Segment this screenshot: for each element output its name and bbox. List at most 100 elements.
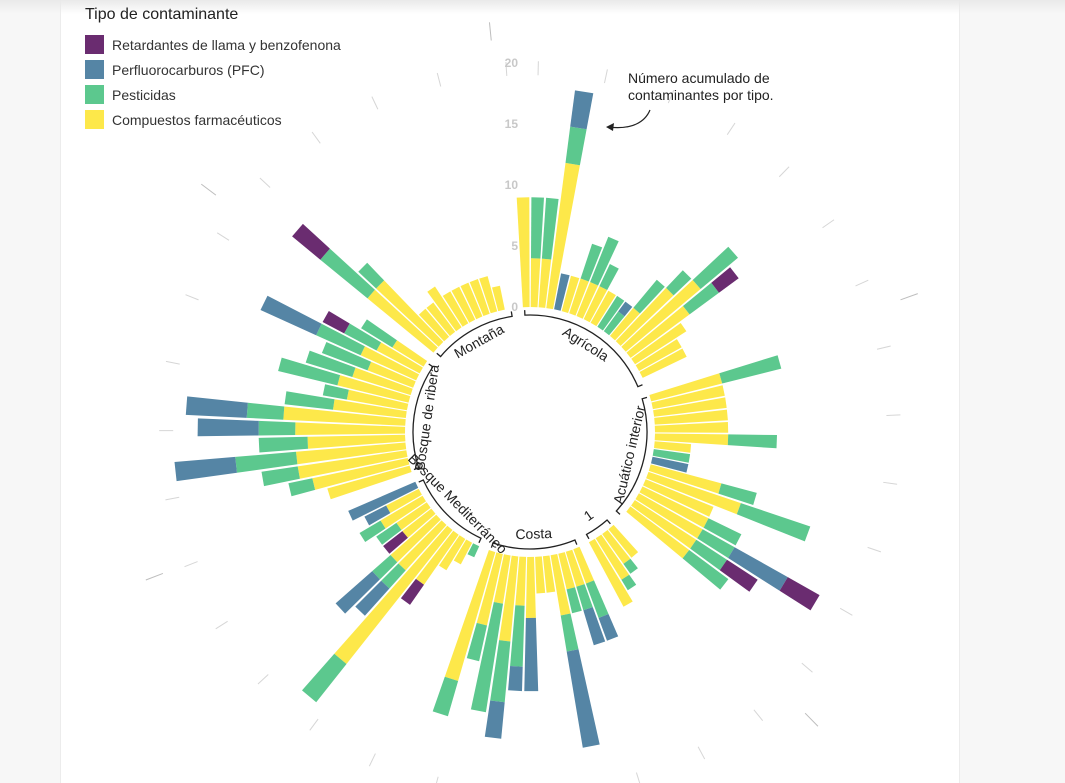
bar-segment[interactable]: [492, 285, 505, 312]
bar-segment[interactable]: [296, 442, 407, 465]
legend-item-pharma[interactable]: Compuestos farmacéuticos: [85, 107, 341, 132]
bar-segment[interactable]: [654, 441, 692, 453]
bar-segment[interactable]: [381, 563, 406, 589]
bar-segment[interactable]: [359, 520, 386, 542]
bar-segment[interactable]: [337, 375, 411, 403]
bar-segment[interactable]: [415, 530, 459, 585]
bar-segment[interactable]: [442, 291, 469, 327]
bar-segment[interactable]: [530, 258, 541, 308]
bar-segment[interactable]: [569, 278, 589, 316]
bar-segment[interactable]: [598, 614, 619, 641]
bar-segment[interactable]: [608, 524, 639, 558]
bar-segment[interactable]: [174, 456, 238, 482]
bar-segment[interactable]: [258, 420, 296, 436]
bar-segment[interactable]: [439, 535, 466, 571]
bar-segment[interactable]: [653, 397, 727, 417]
bar-segment[interactable]: [283, 406, 406, 426]
bar-segment[interactable]: [469, 279, 490, 316]
bar-segment[interactable]: [565, 126, 587, 166]
bar-segment[interactable]: [566, 587, 582, 614]
legend-item-pfc[interactable]: Perfluorocarburos (PFC): [85, 57, 341, 82]
bar-segment[interactable]: [666, 270, 692, 296]
bar-segment[interactable]: [348, 481, 419, 521]
bar-segment[interactable]: [358, 262, 385, 289]
bar-segment[interactable]: [585, 580, 609, 618]
bar-segment[interactable]: [654, 409, 728, 425]
bar-segment[interactable]: [197, 418, 259, 437]
bar-segment[interactable]: [426, 302, 456, 337]
bar-segment[interactable]: [599, 264, 619, 290]
bar-segment[interactable]: [690, 539, 727, 571]
bar-segment[interactable]: [719, 355, 782, 384]
bar-segment[interactable]: [346, 389, 409, 411]
bar-segment[interactable]: [360, 346, 420, 381]
bar-segment[interactable]: [719, 559, 758, 592]
bar-segment[interactable]: [692, 246, 738, 289]
bar-segment[interactable]: [654, 433, 729, 446]
bar-segment[interactable]: [386, 488, 422, 514]
bar-segment[interactable]: [321, 342, 372, 371]
bar-segment[interactable]: [590, 236, 619, 286]
bar-segment[interactable]: [711, 267, 739, 293]
bar-segment[interactable]: [288, 478, 316, 497]
bar-segment[interactable]: [524, 617, 539, 692]
bar-segment[interactable]: [418, 308, 450, 342]
bar-segment[interactable]: [479, 276, 498, 314]
bar-segment[interactable]: [736, 503, 811, 542]
bar-segment[interactable]: [376, 280, 444, 347]
bar-segment[interactable]: [546, 162, 580, 310]
bar-segment[interactable]: [610, 307, 640, 341]
bar-segment[interactable]: [570, 90, 594, 130]
bar-segment[interactable]: [603, 311, 625, 336]
bar-segment[interactable]: [648, 464, 722, 494]
bar-segment[interactable]: [312, 458, 410, 490]
bar-segment[interactable]: [402, 508, 436, 538]
bar-segment[interactable]: [595, 534, 630, 580]
bar-segment[interactable]: [779, 577, 820, 611]
bar-segment[interactable]: [580, 243, 603, 282]
bar-segment[interactable]: [573, 546, 594, 584]
bar-segment[interactable]: [470, 602, 503, 713]
bar-segment[interactable]: [316, 323, 365, 356]
bar-segment[interactable]: [295, 422, 406, 435]
bar-segment[interactable]: [508, 666, 523, 692]
bar-segment[interactable]: [651, 456, 689, 473]
bar-segment[interactable]: [260, 295, 322, 336]
bar-segment[interactable]: [320, 248, 375, 299]
bar-segment[interactable]: [261, 466, 300, 487]
bar-segment[interactable]: [246, 402, 285, 420]
bar-segment[interactable]: [307, 434, 406, 449]
bar-segment[interactable]: [516, 197, 530, 308]
bar-segment[interactable]: [460, 282, 483, 320]
bar-segment[interactable]: [396, 502, 431, 530]
bar-segment[interactable]: [390, 514, 441, 563]
bar-segment[interactable]: [728, 547, 788, 591]
bar-segment[interactable]: [535, 556, 546, 594]
bar-segment[interactable]: [682, 550, 729, 590]
bar-segment[interactable]: [302, 653, 347, 703]
bar-segment[interactable]: [258, 436, 308, 453]
bar-segment[interactable]: [631, 323, 687, 365]
bar-segment[interactable]: [367, 289, 438, 353]
bar-segment[interactable]: [583, 286, 608, 323]
bar-segment[interactable]: [558, 552, 575, 590]
bar-segment[interactable]: [305, 350, 356, 377]
bar-segment[interactable]: [631, 500, 697, 549]
bar-segment[interactable]: [499, 555, 519, 642]
bar-segment[interactable]: [235, 451, 298, 473]
bar-segment[interactable]: [654, 422, 729, 433]
bar-segment[interactable]: [541, 197, 559, 260]
bar-segment[interactable]: [550, 554, 571, 616]
bar-segment[interactable]: [327, 465, 412, 500]
bar-segment[interactable]: [615, 287, 674, 346]
bar-segment[interactable]: [322, 311, 350, 334]
bar-segment[interactable]: [651, 385, 725, 410]
bar-segment[interactable]: [626, 306, 690, 358]
bar-segment[interactable]: [583, 607, 606, 646]
bar-segment[interactable]: [703, 518, 742, 546]
bar-segment[interactable]: [618, 301, 633, 317]
bar-segment[interactable]: [333, 399, 407, 418]
bar-segment[interactable]: [427, 286, 462, 332]
bar-segment[interactable]: [635, 493, 703, 539]
bar-segment[interactable]: [322, 384, 349, 400]
